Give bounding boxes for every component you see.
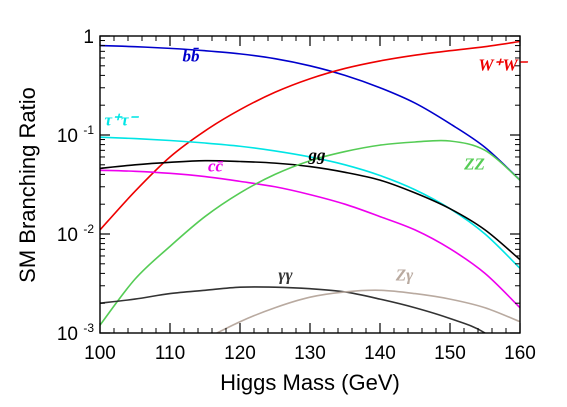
series-label-w-w-1: W⁺W⁻ <box>478 55 528 74</box>
y-axis-title: SM Branching Ratio <box>15 87 40 283</box>
series-line-z-7 <box>215 289 520 333</box>
y-tick-label: 1 <box>83 27 94 48</box>
y-tick-label: 10 <box>57 126 78 147</box>
series-label-series-2: τ⁺τ⁻ <box>104 110 139 129</box>
series-line-w-w-1 <box>100 40 520 231</box>
series-line-series-6 <box>100 286 487 333</box>
ticks-group: 100 110 120 130 140 150 160 -3 10 -2 10 -1 10 1 <box>57 27 536 364</box>
y-tick-label: 10 <box>57 225 78 246</box>
series-labels-group: bb̄ W⁺W⁻ τ⁺τ⁻ gg cc̄ ZZ γγ Zγ <box>104 47 528 285</box>
y-tick-exponent: -3 <box>83 321 94 335</box>
series-label-gg-3: gg <box>308 146 327 165</box>
series-label-bb-0: bb̄ <box>183 47 200 66</box>
series-line-zz-5 <box>100 139 520 326</box>
x-tick-label: 150 <box>434 343 466 364</box>
series-label-z-7: Zγ <box>395 265 414 284</box>
x-tick-label: 130 <box>294 343 326 364</box>
x-tick-label: 120 <box>224 343 256 364</box>
x-axis-title: Higgs Mass (GeV) <box>220 370 400 395</box>
plot-area: 100 110 120 130 140 150 160 -3 10 -2 10 -1 10 1 bb̄ W⁺… <box>57 27 536 364</box>
series-line-cc-4 <box>100 169 520 309</box>
series-label-series-6: γγ <box>278 265 293 284</box>
y-tick-label: 10 <box>57 324 78 345</box>
x-tick-label: 110 <box>155 343 185 364</box>
series-line-gg-3 <box>100 159 520 261</box>
x-tick-label: 100 <box>84 343 116 364</box>
y-tick-exponent: -1 <box>83 123 94 137</box>
x-tick-label: 140 <box>364 343 396 364</box>
series-line-bb-0 <box>100 44 520 181</box>
series-label-zz-5: ZZ <box>463 154 485 173</box>
y-tick-exponent: -2 <box>83 222 94 236</box>
series-group <box>100 40 520 333</box>
x-tick-label: 160 <box>504 343 536 364</box>
series-label-cc-4: cc̄ <box>208 156 224 175</box>
